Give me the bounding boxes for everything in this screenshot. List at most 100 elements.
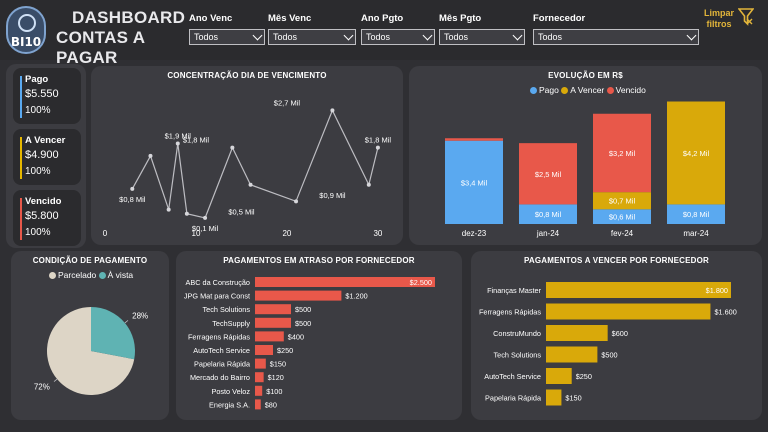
legend-item-pago: Pago: [530, 85, 559, 95]
bar: [546, 282, 731, 298]
bar: [255, 358, 266, 369]
kpi-card-pago: Pago $5.550 100%: [13, 68, 81, 124]
data-label: $1,9 Mil: [165, 131, 192, 140]
bar: [546, 325, 608, 341]
page-title: DASHBOARD CONTAS A PAGAR: [56, 8, 186, 68]
stacked-bar-segment: [593, 209, 651, 224]
x-tick-label: dez-23: [462, 229, 487, 238]
bar: [255, 304, 291, 315]
x-tick-label: 0: [103, 229, 108, 238]
line-point: [330, 108, 335, 113]
kpi-percent: 100%: [25, 166, 51, 177]
filter-ano-pgto: Ano Pgto Todos: [361, 13, 435, 45]
line-chart-title: CONCENTRAÇÃO DIA DE VENCIMENTO: [167, 71, 327, 80]
label-leader: [124, 320, 129, 324]
kpi-title: A Vencer: [25, 135, 66, 146]
line-point: [184, 211, 189, 216]
legend-label: Vencido: [615, 85, 646, 95]
chevron-down-icon: [252, 30, 263, 41]
legend-label: Pago: [539, 85, 559, 95]
category-label: AutoTech Service: [193, 346, 250, 355]
fornecedor-dropdown[interactable]: Todos: [533, 29, 699, 45]
dropdown-value: Todos: [273, 32, 298, 42]
kpi-card-a-vencer: A Vencer $4.900 100%: [13, 129, 81, 185]
data-label: $1,8 Mil: [183, 136, 210, 145]
chevron-down-icon: [422, 30, 433, 41]
label-leader: [53, 378, 58, 382]
kpi-accent: [20, 198, 22, 240]
chevron-down-icon: [343, 30, 354, 41]
legend-item-parcelado: Parcelado: [49, 270, 96, 280]
line-point: [230, 145, 235, 150]
data-label: $500: [295, 319, 311, 328]
data-label: $150: [565, 394, 581, 403]
legend-item-vencido: Vencido: [606, 85, 646, 95]
kpi-percent: 100%: [25, 227, 51, 238]
kpi-value: $4.900: [25, 149, 59, 161]
bar: [546, 368, 572, 384]
data-label: $120: [268, 373, 284, 382]
line-point: [294, 199, 299, 204]
bar: [255, 277, 435, 287]
data-label: $0,6 Mil: [609, 213, 636, 222]
ano-venc-dropdown[interactable]: Todos: [189, 29, 265, 45]
title-line-2: CONTAS A PAGAR: [56, 28, 145, 67]
line-point: [366, 182, 371, 187]
stacked-bar-segment: [519, 143, 577, 205]
dropdown-value: Todos: [194, 32, 219, 42]
data-label: $0,9 Mil: [319, 191, 346, 200]
globe-icon: [18, 14, 36, 32]
data-label: $1,8 Mil: [365, 136, 392, 145]
line-chart-panel: CONCENTRAÇÃO DIA DE VENCIMENTO $0,8 Mil $…: [91, 66, 403, 245]
line-point: [175, 141, 180, 146]
data-label: $250: [576, 372, 592, 381]
legend-dot: [606, 87, 614, 94]
legend-label: À vista: [107, 270, 134, 280]
bar: [255, 331, 284, 342]
ano-pgto-dropdown[interactable]: Todos: [361, 29, 435, 45]
line-chart: $0,8 Mil $1,9 Mil $0,1 Mil $1,8 Mil $0,5 Mil…: [103, 98, 392, 238]
filter-mes-venc: Mês Venc Todos: [268, 13, 356, 45]
bar: [255, 317, 291, 328]
filter-label: Ano Pgto: [361, 13, 404, 24]
mes-pgto-dropdown[interactable]: Todos: [439, 29, 525, 45]
stacked-bar-segment: [667, 101, 725, 205]
filter-fornecedor: Fornecedor Todos: [533, 13, 699, 45]
line-point: [375, 145, 380, 150]
kpi-card-vencido: Vencido $5.800 100%: [13, 190, 81, 246]
legend-item-a-vencer: A Vencer: [561, 85, 604, 95]
bar: [255, 385, 263, 396]
clear-filter-icon[interactable]: [738, 8, 754, 26]
data-label: $0,8 Mil: [119, 195, 146, 204]
legend-dot: [98, 272, 106, 279]
kpi-percent: 100%: [25, 105, 51, 116]
kpi-title: Vencido: [25, 196, 62, 207]
category-label: Mercado do Bairro: [190, 373, 250, 382]
mes-venc-dropdown[interactable]: Todos: [268, 29, 356, 45]
data-label: $2.500: [410, 278, 432, 287]
data-label: $0,7 Mil: [609, 197, 636, 206]
due-chart-panel: PAGAMENTOS A VENCER POR FORNECEDOR Finan…: [471, 251, 762, 420]
x-tick-label: fev-24: [611, 229, 634, 238]
data-label: $1.200: [345, 292, 367, 301]
data-label: $80: [265, 400, 277, 409]
category-label: JPG Mat para Const: [184, 292, 250, 301]
legend-dot: [530, 87, 537, 94]
kpi-accent: [20, 76, 22, 118]
data-label: $0,5 Mil: [228, 207, 255, 216]
dropdown-value: Todos: [366, 32, 391, 42]
data-label: $0,8 Mil: [535, 210, 562, 219]
clear-filters-button[interactable]: Limpar filtros: [703, 8, 734, 29]
data-label: 28%: [132, 311, 148, 320]
line-point: [148, 153, 153, 158]
bar: [546, 303, 711, 320]
filter-ano-venc: Ano Venc Todos: [189, 13, 265, 45]
data-label: $600: [612, 329, 628, 338]
data-label: $1.600: [714, 308, 736, 317]
stacked-bar-segment: [667, 204, 725, 224]
stacked-chart-title: EVOLUÇÃO EM R$: [548, 71, 623, 80]
data-label: $500: [601, 351, 617, 360]
stacked-bar-segment: [445, 140, 503, 224]
line-series: [131, 108, 379, 219]
line-point: [130, 186, 135, 191]
